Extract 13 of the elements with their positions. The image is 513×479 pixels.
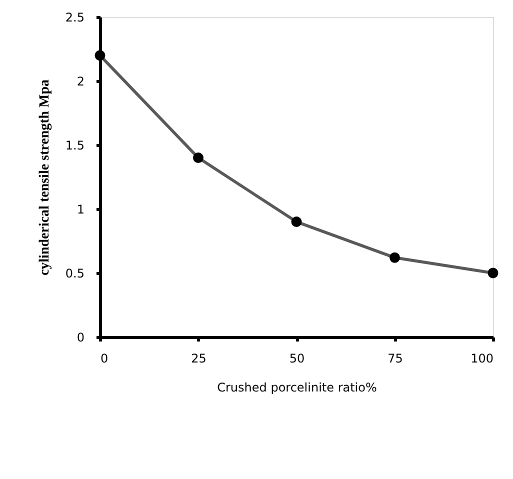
y-tick-label: 0 [76,330,84,344]
y-tick-label: 2.5 [65,10,84,24]
x-tick-label: 0 [100,352,108,366]
y-tick-label: 1.5 [65,138,84,152]
y-tick-label: 0.5 [65,266,84,280]
y-tick-label: 1 [76,202,84,216]
x-tick-label: 50 [289,352,305,366]
x-tick-label: 75 [388,352,403,366]
x-tick-label: 25 [191,352,206,366]
y-axis-title: cylinderical tensile strength Mpa [37,79,52,276]
x-tick-label: 100 [470,352,494,366]
y-tick-label: 2 [76,74,84,88]
x-axis-title: Crushed porcelinite ratio% [217,380,377,394]
